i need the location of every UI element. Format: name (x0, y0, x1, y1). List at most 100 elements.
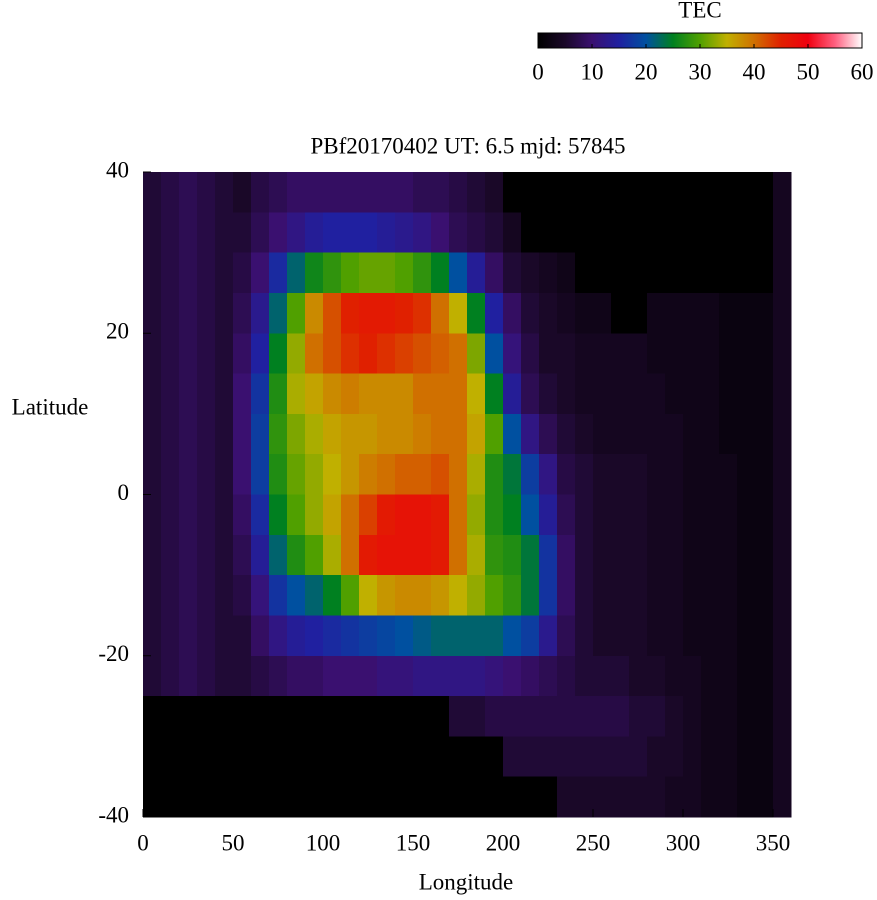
heatmap-cell (773, 373, 792, 415)
heatmap-cell (377, 615, 396, 657)
heatmap-cell (305, 696, 324, 737)
heatmap-cell (503, 736, 522, 778)
heatmap-cell (215, 212, 234, 254)
colorbar-tick-label: 30 (689, 59, 712, 84)
heatmap-cell (395, 696, 414, 737)
heatmap-cell (701, 615, 720, 657)
heatmap-cell (413, 534, 432, 576)
heatmap-cell (665, 333, 684, 375)
heatmap-cell (665, 534, 684, 576)
heatmap-cell (143, 413, 162, 455)
colorbar-tick-label: 0 (532, 59, 544, 84)
heatmap-cell (251, 615, 270, 657)
heatmap-cell (143, 454, 162, 496)
heatmap-cell (755, 454, 774, 496)
heatmap-cell (467, 736, 486, 778)
heatmap-cell (233, 333, 252, 375)
heatmap-cell (341, 333, 360, 375)
heatmap-cell (665, 655, 684, 697)
heatmap-cell (449, 413, 468, 455)
heatmap-cell (683, 413, 702, 455)
heatmap-cell (521, 454, 540, 496)
heatmap-cell (647, 212, 666, 254)
heatmap-cell (539, 776, 558, 818)
heatmap-cell (431, 373, 450, 415)
heatmap-cell (413, 172, 432, 213)
heatmap-cell (323, 413, 342, 455)
heatmap-cell (431, 615, 450, 657)
heatmap-cell (395, 494, 414, 536)
heatmap-cell (197, 615, 216, 657)
heatmap-cell (197, 413, 216, 455)
heatmap-cell (629, 252, 648, 294)
heatmap-cell (521, 373, 540, 415)
heatmap-cell (593, 212, 612, 254)
heatmap-cell (701, 292, 720, 334)
heatmap-cell (341, 212, 360, 254)
heatmap-cell (611, 776, 630, 818)
heatmap-cell (377, 696, 396, 737)
heatmap-cell (395, 736, 414, 778)
heatmap-cell (647, 252, 666, 294)
heatmap-cell (449, 373, 468, 415)
heatmap-cell (215, 615, 234, 657)
heatmap-cell (161, 736, 180, 778)
colorbar-tick-label: 40 (743, 59, 766, 84)
heatmap-cell (251, 333, 270, 375)
heatmap-cell (485, 736, 504, 778)
heatmap-cell (521, 655, 540, 697)
heatmap-cell (539, 534, 558, 576)
heatmap-cell (215, 776, 234, 818)
heatmap-cell (701, 413, 720, 455)
heatmap-cell (611, 252, 630, 294)
heatmap-cell (557, 172, 576, 213)
heatmap-cell (305, 212, 324, 254)
heatmap-cell (719, 292, 738, 334)
heatmap-cell (557, 333, 576, 375)
heatmap-cell (341, 172, 360, 213)
heatmap-cell (197, 494, 216, 536)
heatmap-cell (701, 655, 720, 697)
heatmap-cell (287, 736, 306, 778)
heatmap-cell (665, 736, 684, 778)
heatmap-cell (683, 575, 702, 617)
heatmap-cell (719, 413, 738, 455)
heatmap-cell (629, 212, 648, 254)
heatmap-cell (359, 333, 378, 375)
heatmap-cell (395, 575, 414, 617)
heatmap-cell (323, 172, 342, 213)
heatmap-cell (773, 292, 792, 334)
heatmap-cell (143, 655, 162, 697)
heatmap-cell (755, 696, 774, 737)
heatmap-cell (611, 292, 630, 334)
heatmap-cell (179, 292, 198, 334)
heatmap-cell (719, 575, 738, 617)
heatmap-cell (521, 534, 540, 576)
heatmap-cell (413, 494, 432, 536)
heatmap-cell (467, 534, 486, 576)
heatmap-cell (287, 212, 306, 254)
heatmap-cell (431, 454, 450, 496)
heatmap-cell (251, 292, 270, 334)
heatmap-cell (233, 575, 252, 617)
heatmap-cell (449, 776, 468, 818)
heatmap-cell (233, 494, 252, 536)
y-tick-label: -40 (98, 802, 129, 827)
heatmap-cell (593, 615, 612, 657)
heatmap-cell (539, 736, 558, 778)
heatmap-cell (503, 696, 522, 737)
heatmap-cell (395, 292, 414, 334)
heatmap-cell (539, 655, 558, 697)
heatmap-cell (737, 333, 756, 375)
heatmap-cell (575, 373, 594, 415)
heatmap-cell (521, 615, 540, 657)
heatmap-cell (143, 212, 162, 254)
heatmap-cell (719, 494, 738, 536)
heatmap-cell (269, 575, 288, 617)
heatmap-cell (521, 736, 540, 778)
heatmap-cell (413, 292, 432, 334)
heatmap-cell (269, 413, 288, 455)
heatmap-cell (737, 534, 756, 576)
heatmap-cell (305, 575, 324, 617)
heatmap-cell (773, 776, 792, 818)
